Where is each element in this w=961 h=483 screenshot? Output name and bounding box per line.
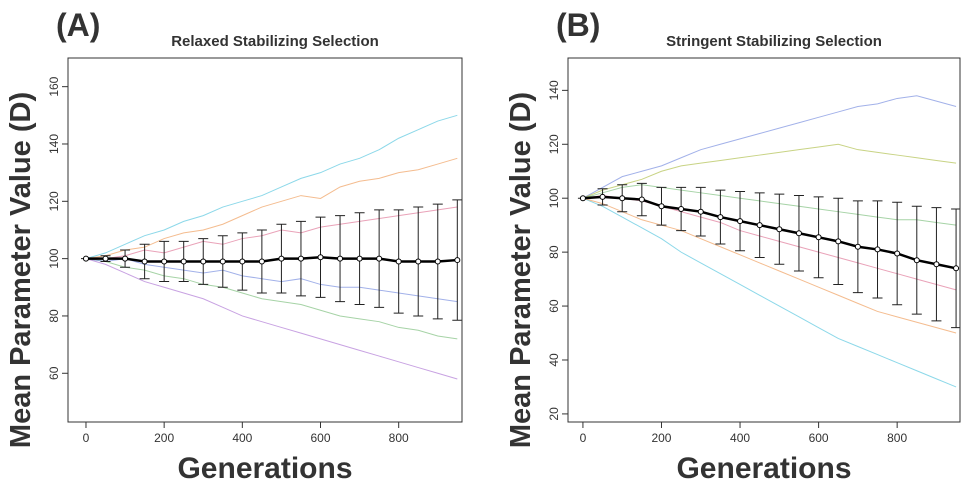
x-tick-label: 0 <box>83 431 90 445</box>
y-tick-label: 120 <box>547 134 561 154</box>
x-tick-label: 600 <box>310 431 330 445</box>
mean-point <box>337 255 344 262</box>
mean-point <box>102 255 109 262</box>
plot-frame <box>67 57 463 423</box>
x-axis-label: Generations <box>177 452 352 483</box>
mean-point <box>854 243 861 250</box>
y-tick-label: 60 <box>47 366 61 380</box>
mean-point <box>82 255 89 262</box>
mean-point <box>717 214 724 221</box>
panel-label: (B) <box>556 7 600 43</box>
x-tick-label: 400 <box>730 431 750 445</box>
x-tick-label: 800 <box>389 431 409 445</box>
mean-point <box>161 258 168 265</box>
y-tick-label: 100 <box>547 188 561 208</box>
x-tick-label: 800 <box>887 431 907 445</box>
mean-point <box>579 195 586 202</box>
mean-point <box>180 258 187 265</box>
y-tick-label: 160 <box>47 76 61 96</box>
mean-point <box>874 246 881 253</box>
y-tick-label: 140 <box>47 134 61 154</box>
mean-point <box>795 230 802 237</box>
x-tick-label: 400 <box>232 431 252 445</box>
replicate-line <box>582 143 957 199</box>
replicate-line <box>582 197 957 334</box>
y-tick-label: 20 <box>547 407 561 421</box>
mean-point <box>658 203 665 210</box>
x-tick-label: 200 <box>154 431 174 445</box>
replicate-line <box>85 258 458 380</box>
mean-point <box>356 255 363 262</box>
replicate-line <box>85 114 458 260</box>
mean-point <box>376 255 383 262</box>
mean-point <box>894 250 901 257</box>
replicate-line <box>582 184 957 226</box>
mean-point <box>454 257 461 264</box>
y-tick-label: 80 <box>47 309 61 323</box>
mean-point <box>756 222 763 229</box>
y-tick-label: 120 <box>47 191 61 211</box>
y-tick-label: 140 <box>547 80 561 100</box>
y-tick-label: 80 <box>547 245 561 259</box>
y-axis-label: Mean Parameter Value (D) <box>505 92 537 448</box>
mean-point <box>953 265 960 272</box>
replicate-line <box>582 95 957 199</box>
mean-point <box>219 258 226 265</box>
mean-point <box>599 193 606 200</box>
mean-point <box>239 258 246 265</box>
mean-point <box>678 205 685 212</box>
y-tick-label: 40 <box>547 353 561 367</box>
mean-point <box>737 218 744 225</box>
mean-point <box>258 258 265 265</box>
x-axis-label: Generations <box>676 452 851 483</box>
x-tick-label: 0 <box>580 431 587 445</box>
x-tick-label: 200 <box>651 431 671 445</box>
replicate-line <box>582 197 957 388</box>
mean-point <box>619 195 626 202</box>
mean-point <box>200 258 207 265</box>
mean-point <box>122 255 129 262</box>
replicate-line <box>582 195 957 291</box>
replicate-line <box>85 258 458 303</box>
chart-title: Relaxed Stabilizing Selection <box>171 33 379 50</box>
replicate-line <box>85 258 458 340</box>
y-tick-label: 100 <box>47 248 61 268</box>
mean-point <box>933 261 940 268</box>
mean-point <box>638 196 645 203</box>
mean-point <box>434 258 441 265</box>
mean-line <box>85 255 458 263</box>
y-tick-label: 60 <box>547 299 561 313</box>
mean-point <box>776 226 783 233</box>
mean-point <box>697 208 704 215</box>
replicate-line <box>85 206 458 260</box>
plot-frame <box>567 57 961 423</box>
x-tick-label: 600 <box>809 431 829 445</box>
panel-label: (A) <box>56 7 100 43</box>
plot-area <box>80 114 462 380</box>
mean-point <box>297 255 304 262</box>
mean-point <box>317 254 324 261</box>
mean-point <box>141 258 148 265</box>
mean-point <box>835 238 842 245</box>
mean-point <box>913 257 920 264</box>
mean-point <box>415 258 422 265</box>
chart-title: Stringent Stabilizing Selection <box>666 33 882 50</box>
replicate-line <box>85 157 458 260</box>
y-axis-label: Mean Parameter Value (D) <box>5 92 37 448</box>
mean-line <box>582 195 957 270</box>
mean-point <box>815 234 822 241</box>
plot-area <box>577 95 960 388</box>
mean-point <box>278 255 285 262</box>
mean-point <box>395 258 402 265</box>
